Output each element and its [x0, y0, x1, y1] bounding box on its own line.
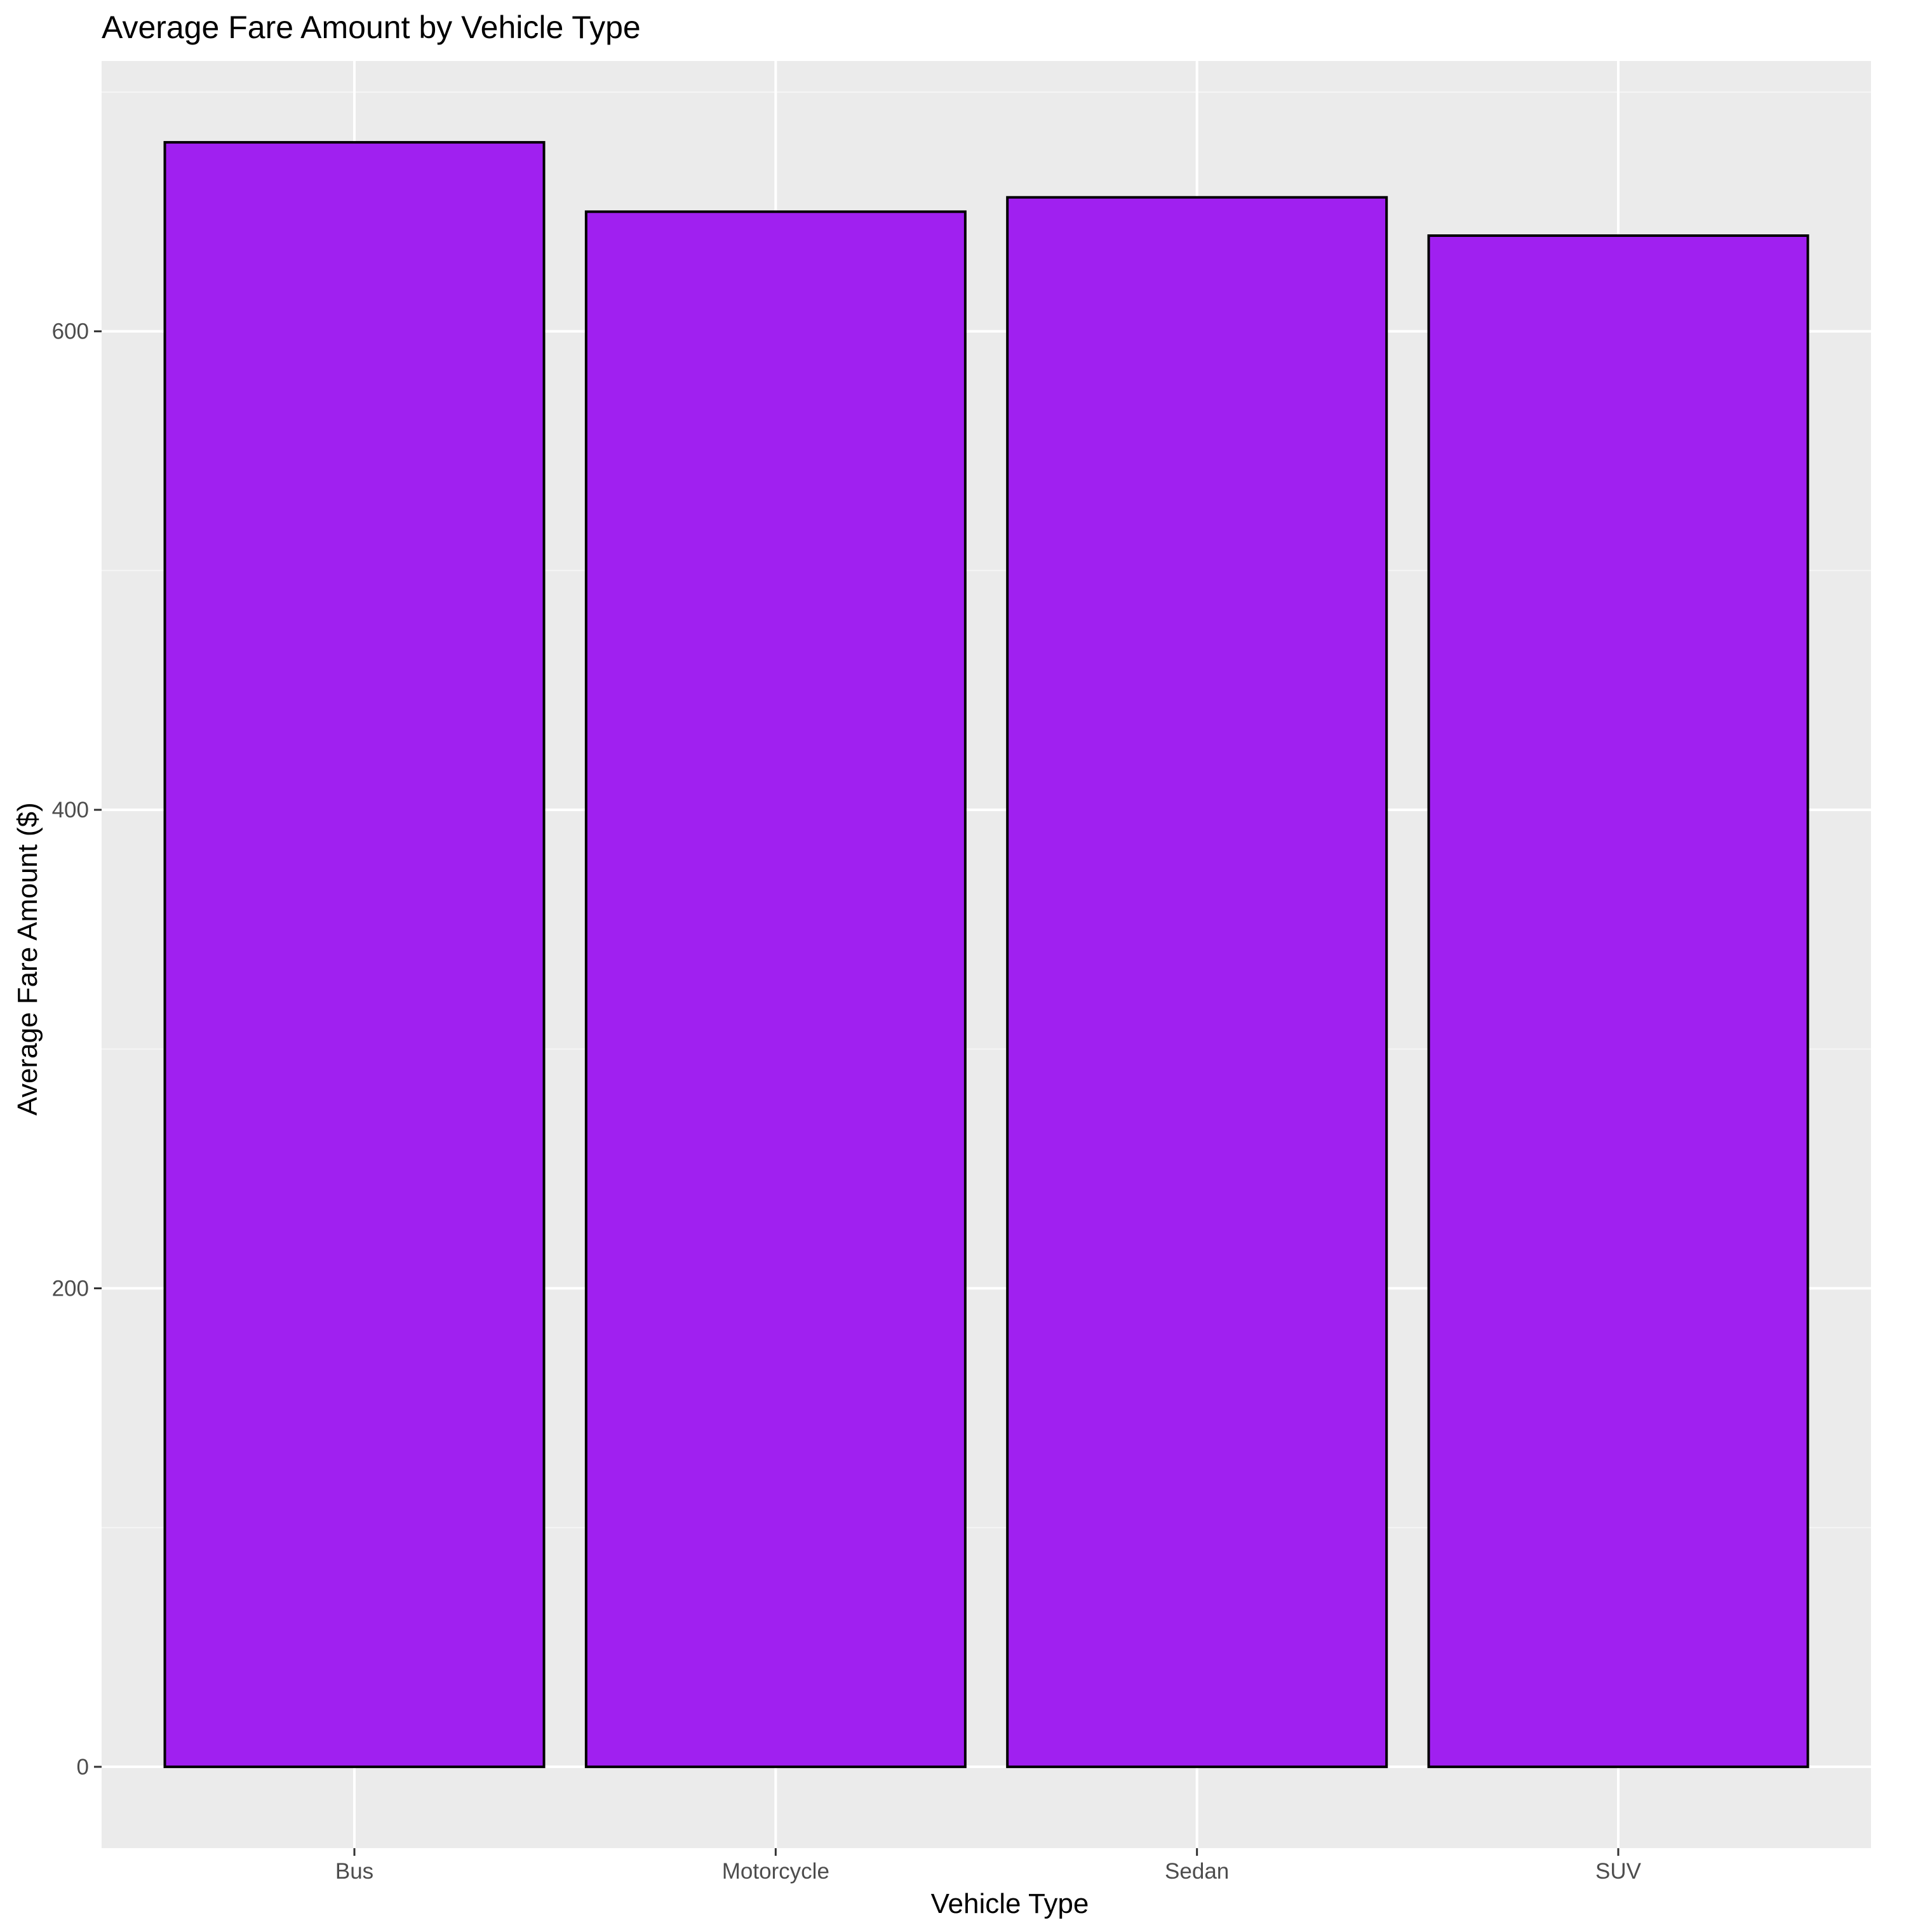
y-axis: 0 200 400 600	[52, 319, 102, 1780]
y-tick-label-600: 600	[52, 319, 89, 344]
x-tick-label-sedan: Sedan	[1165, 1859, 1229, 1884]
bar-series	[163, 141, 1809, 1768]
y-axis-title: Average Fare Amount ($)	[12, 802, 43, 1115]
chart-title: Average Fare Amount by Vehicle Type	[102, 10, 641, 45]
x-tick-label-motorcycle: Motorcycle	[722, 1859, 829, 1884]
bar-suv[interactable]	[1427, 234, 1809, 1768]
x-axis: Bus Motorcycle Sedan SUV	[335, 1848, 1642, 1884]
bar-bus[interactable]	[163, 141, 546, 1768]
y-tick-label-200: 200	[52, 1277, 89, 1301]
x-tick-label-suv: SUV	[1595, 1859, 1642, 1884]
x-tick-label-bus: Bus	[335, 1859, 373, 1884]
bar-motorcycle[interactable]	[584, 210, 967, 1768]
y-tick-label-400: 400	[52, 798, 89, 822]
bar-sedan[interactable]	[1006, 196, 1388, 1768]
x-axis-title: Vehicle Type	[931, 1888, 1089, 1919]
y-tick-label-0: 0	[77, 1755, 89, 1780]
